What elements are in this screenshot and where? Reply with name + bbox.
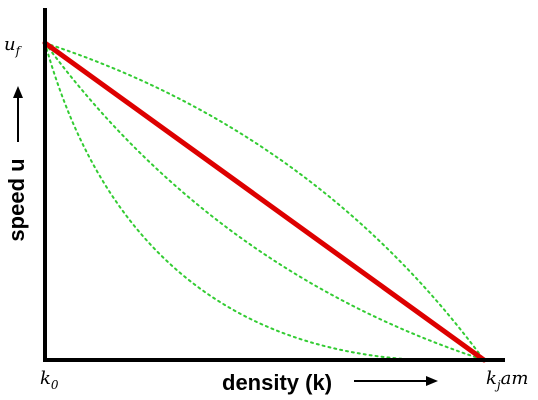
series-alternative-convex-3 [44,42,485,362]
x-axis-title: density (k) [222,370,332,395]
series-alternative-concave-1 [44,42,485,361]
y-axis-title-group: speed u [4,86,29,242]
y-axis-top-label: uf [4,34,23,58]
curves-layer [42,40,487,363]
x-axis-title-group: density (k) [222,370,438,395]
x-axis-end-label: kjam [486,368,528,392]
x-axis-start-label: k0 [40,368,59,392]
series-alternative-convex-2 [44,42,485,361]
x-axis-arrow-head [426,376,438,386]
y-axis-arrow-head [13,86,23,98]
y-axis-title: speed u [4,158,29,241]
series-linear-main [42,40,487,363]
